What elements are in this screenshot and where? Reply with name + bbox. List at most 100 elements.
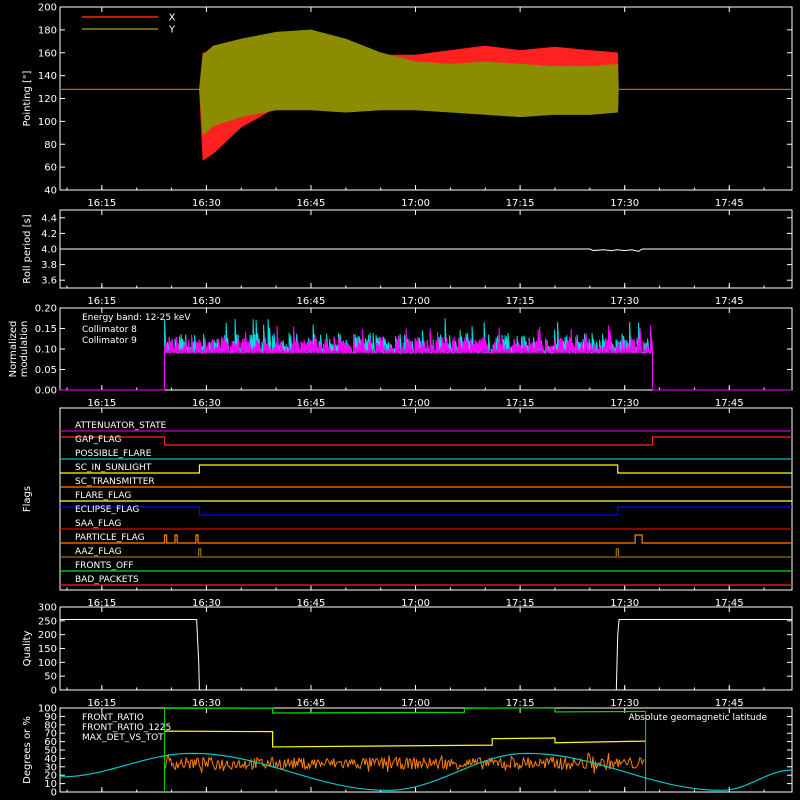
flag-label: FRONTS_OFF xyxy=(75,561,133,571)
y-tick-label: 60 xyxy=(44,737,57,748)
x-tick-label: 17:30 xyxy=(610,198,639,209)
flag-label: ATTENUATOR_STATE xyxy=(75,421,167,431)
y-tick-label: 80 xyxy=(44,720,57,731)
y-tick-label: 4.4 xyxy=(41,213,57,224)
x-tick-label: 16:15 xyxy=(87,598,116,609)
y-tick-label: 180 xyxy=(38,25,57,36)
panel-4: 16:15 16:30 16:45 17:00 17:15 17:30 17:45 Flags… xyxy=(22,407,793,609)
flag-label: GAP_FLAG xyxy=(75,435,121,445)
x-tick-label: 17:45 xyxy=(715,198,744,209)
x-tick-label: 16:30 xyxy=(192,398,221,409)
chart-annotation: Energy band: 12-25 keV xyxy=(82,313,191,323)
x-tick-label: 17:15 xyxy=(506,296,535,307)
flag-label: SC_TRANSMITTER xyxy=(75,477,155,487)
x-tick-label: 16:15 xyxy=(87,198,116,209)
y-tick-label: 0 xyxy=(51,788,57,799)
x-tick-label: 17:15 xyxy=(506,398,535,409)
y-tick-label: 70 xyxy=(44,729,57,740)
flag-label: ECLIPSE_FLAG xyxy=(75,505,139,515)
y-tick-label: 3.8 xyxy=(41,260,57,271)
y-tick-label: 200 xyxy=(38,3,57,14)
y-tick-label: 50 xyxy=(44,746,57,757)
x-tick-label: 17:45 xyxy=(715,296,744,307)
x-tick-label: 17:30 xyxy=(610,398,639,409)
y-axis-label-line: modulation xyxy=(19,321,30,378)
y-tick-label: 60 xyxy=(44,163,57,174)
y-axis-label: Roll period [s] xyxy=(22,214,33,283)
flag-label: POSSIBLE_FLARE xyxy=(75,449,152,459)
y-tick-label: 4.2 xyxy=(41,229,57,240)
flag-line-sc_in_sunlight xyxy=(60,464,792,474)
x-tick-label: 16:30 xyxy=(192,698,221,709)
y-tick-label: 300 xyxy=(38,603,57,614)
x-tick-label: 16:15 xyxy=(87,398,116,409)
x-tick-label: 16:45 xyxy=(297,296,326,307)
x-tick-label: 17:00 xyxy=(401,398,430,409)
x-tick-label: 17:00 xyxy=(401,198,430,209)
panel-6: 16:1516:3016:4517:0017:1517:3017:4501020… xyxy=(22,704,793,799)
x-tick-label: 16:30 xyxy=(192,296,221,307)
x-tick-label: 16:15 xyxy=(87,296,116,307)
x-tick-label: 17:15 xyxy=(506,198,535,209)
y-tick-label: 140 xyxy=(38,71,57,82)
series-line xyxy=(60,248,792,252)
x-tick-label: 17:00 xyxy=(401,296,430,307)
y-tick-label: 100 xyxy=(38,658,57,669)
series-line-1 xyxy=(164,707,646,714)
legend-label: Collimator 9 xyxy=(82,336,137,346)
series-9 xyxy=(60,325,792,391)
series-band-Y xyxy=(60,29,792,136)
legend-label: FRONT_RATIO xyxy=(82,713,144,723)
series-ripple-Y xyxy=(202,29,618,70)
y-tick-label: 90 xyxy=(44,712,57,723)
legend-label: MAX_DET_VS_TOT xyxy=(82,733,164,743)
y-tick-label: 40 xyxy=(44,754,57,765)
series-line xyxy=(60,618,792,691)
panel-1: 16:15 16:30 16:45 17:00 17:15 17:30 17:45 40 60 8… xyxy=(22,3,793,209)
legend-label: X xyxy=(169,13,176,24)
y-tick-label: 10 xyxy=(44,779,57,790)
series-line-3 xyxy=(59,752,793,791)
y-tick-label: 100 xyxy=(38,117,57,128)
panel-2: 16:15 16:30 16:45 17:00 17:15 17:30 17:45 3.6 3.… xyxy=(22,209,793,307)
y-tick-label: 0.00 xyxy=(35,386,57,397)
legend-label: Absolute geomagnetic latitude xyxy=(628,713,767,723)
flag-line-aaz_flag xyxy=(60,548,792,558)
flag-line-gap_flag xyxy=(60,436,792,446)
y-tick-label: 20 xyxy=(44,771,57,782)
x-tick-label: 17:30 xyxy=(610,698,639,709)
y-tick-label: 3.6 xyxy=(41,276,57,287)
panel-3: 16:15 16:30 16:45 17:00 17:15 17:30 17:45 0.00 0… xyxy=(8,304,793,409)
series-noise xyxy=(164,752,645,774)
flag-line-eclipse_flag xyxy=(60,506,792,516)
y-tick-label: 40 xyxy=(44,186,57,197)
plot-frame xyxy=(59,407,793,591)
flag-label: SC_IN_SUNLIGHT xyxy=(75,463,152,473)
y-tick-label: 80 xyxy=(44,140,57,151)
flag-line-particle_flag xyxy=(60,534,792,544)
y-tick-label: 30 xyxy=(44,762,57,773)
y-tick-label: 0.05 xyxy=(35,365,57,376)
y-tick-label: 120 xyxy=(38,94,57,105)
x-tick-label: 16:30 xyxy=(192,598,221,609)
y-axis-label: Degrees or % xyxy=(22,716,33,784)
y-tick-label: 250 xyxy=(38,616,57,627)
x-tick-label: 16:45 xyxy=(297,198,326,209)
y-tick-label: 0 xyxy=(51,686,57,697)
flag-label: FLARE_FLAG xyxy=(75,491,131,501)
y-axis-label: Quality xyxy=(22,631,33,667)
y-tick-label: 0.15 xyxy=(35,324,57,335)
x-tick-label: 16:45 xyxy=(297,398,326,409)
flag-label: BAD_PACKETS xyxy=(75,575,139,585)
flag-label: PARTICLE_FLAG xyxy=(75,533,145,543)
y-tick-label: 50 xyxy=(44,672,57,683)
x-tick-label: 17:00 xyxy=(401,598,430,609)
y-axis-label: Flags xyxy=(22,486,33,512)
y-tick-label: 0.20 xyxy=(35,304,57,315)
series-line-0 xyxy=(164,730,646,748)
x-tick-label: 17:15 xyxy=(506,598,535,609)
x-tick-label: 17:45 xyxy=(715,598,744,609)
y-tick-label: 160 xyxy=(38,48,57,59)
